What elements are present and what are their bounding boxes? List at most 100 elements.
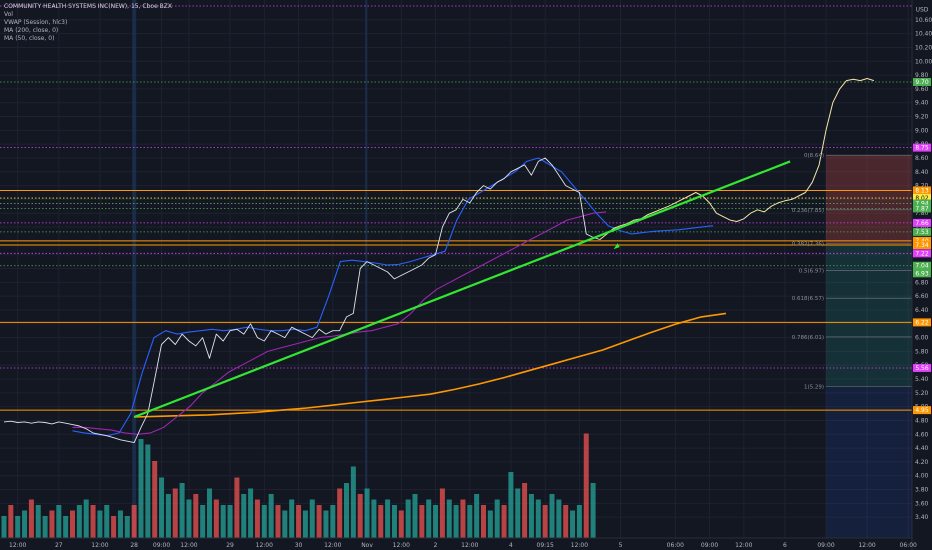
price-tags: USD9.708.758.138.027.947.877.667.537.407…: [913, 5, 931, 415]
volume-bar: [487, 510, 493, 538]
volume-bar: [357, 494, 363, 538]
volume-bar: [22, 510, 28, 538]
x-tick-label: 09:00: [153, 542, 170, 549]
volume-bar: [426, 499, 432, 538]
x-tick-label: Nov: [361, 542, 373, 549]
legend-ma50[interactable]: MA (50, close, 0): [4, 35, 54, 42]
price-tag-label: 8.02: [915, 195, 929, 202]
volume-bar: [186, 499, 192, 538]
fib-label: 1(5.29): [804, 385, 824, 391]
x-tick-label: 06:00: [900, 542, 917, 549]
x-tick-label: 09:00: [701, 542, 718, 549]
time-axis[interactable]: 12:00 27 12:00 28 09:00 12:00 29 12:00 30 12:00 No…: [0, 537, 917, 549]
price-tag-label: 7.94: [915, 201, 929, 208]
volume-bar: [179, 483, 185, 538]
price-tag-bg: [913, 218, 931, 227]
volume-bar: [481, 505, 486, 538]
volume-bar: [302, 510, 308, 538]
volume-bar: [371, 499, 377, 538]
x-tick-label: 09:15: [537, 542, 554, 549]
price-tag-label: 7.34: [915, 242, 929, 249]
volume-bar: [412, 494, 418, 538]
volume-bar: [344, 483, 349, 538]
fib-zone-red: [826, 155, 912, 244]
volume-bar: [275, 505, 281, 538]
volume-bar: [159, 477, 165, 538]
fib-label: 0.5(6.97): [799, 269, 824, 275]
y-tick-label: 9.20: [915, 114, 929, 121]
volume-bar: [508, 472, 514, 538]
x-tick-label: 12:00: [858, 542, 875, 549]
volume-bar: [576, 505, 582, 538]
price-tag-bg: [913, 199, 931, 208]
y-tick-label: 7.60: [915, 224, 929, 231]
volume-bar: [220, 505, 226, 538]
price-tag-bg: [913, 186, 931, 195]
volume-bar: [590, 483, 596, 538]
price-tag-label: 9.70: [915, 79, 929, 86]
fib-zone: [826, 155, 912, 538]
x-tick-label: 28: [130, 542, 138, 549]
projection-layer: [599, 78, 875, 240]
volume-bar: [323, 510, 329, 538]
volume-bar: [248, 488, 254, 538]
symbol-title[interactable]: COMMUNITY HEALTH SYSTEMS INC(NEW), 15, C…: [4, 3, 172, 10]
legend-ma200[interactable]: MA (200, close, 0): [4, 27, 58, 34]
legend-vol[interactable]: Vol: [4, 11, 13, 18]
volume-bar: [42, 516, 48, 538]
y-tick-label: 10.00: [915, 58, 932, 65]
volume-bar: [296, 505, 302, 538]
y-tick-label: 5.20: [915, 390, 929, 397]
volume-bar: [28, 499, 34, 538]
trendline: [133, 160, 791, 419]
fib-label: 0.382(7.36): [792, 242, 824, 248]
volume-bar: [49, 510, 55, 538]
volume-bar: [460, 499, 466, 538]
volume-bar: [90, 505, 96, 538]
volume-bar: [145, 444, 151, 538]
x-tick-label: 12:00: [393, 542, 410, 549]
price-tag-label: 8.75: [915, 145, 929, 152]
y-tick-label: 8.40: [915, 169, 929, 176]
volume-bar: [35, 505, 41, 538]
price-line: [3, 157, 601, 444]
x-tick-label: 2: [434, 542, 438, 549]
vwap-layer: [72, 157, 714, 437]
volume-bar: [405, 499, 411, 538]
ma200-layer: [134, 312, 727, 418]
volume-bar: [419, 505, 425, 538]
horizontal-levels: [0, 5, 912, 411]
grid: [0, 0, 912, 538]
volume-bar: [234, 477, 240, 538]
volume-bar: [542, 505, 548, 538]
y-tick-label: 9.40: [915, 100, 929, 107]
x-tick-label: 06:00: [667, 542, 684, 549]
y-tick-label: 9.00: [915, 127, 929, 134]
session-column: [132, 0, 137, 538]
volume-bar: [193, 494, 199, 538]
volume-bar: [104, 505, 110, 538]
price-tag-bg: [913, 204, 931, 213]
ma200-line: [134, 312, 727, 418]
legend-vwap[interactable]: VWAP (Session, hlc3): [4, 19, 67, 26]
volume-bar: [385, 499, 391, 538]
volume-bar: [522, 483, 528, 538]
x-tick-label: 12:00: [571, 542, 588, 549]
volume-bar: [124, 516, 130, 538]
y-tick-label: 3.40: [915, 514, 929, 521]
y-tick-label: 6.40: [915, 307, 929, 314]
volume-bar: [337, 488, 343, 538]
y-tick-label: 4.20: [915, 459, 929, 466]
price-tag-bg: [913, 406, 931, 415]
volume-bar: [131, 505, 137, 538]
projection-line: [599, 78, 875, 240]
price-tag-label: 7.66: [915, 220, 929, 227]
volume-bar: [15, 516, 21, 538]
y-tick-label: 5.80: [915, 348, 929, 355]
volume-bar: [330, 505, 336, 538]
volume-bar: [528, 494, 534, 538]
x-tick-label: 12:00: [180, 542, 197, 549]
x-tick-label: 27: [55, 542, 63, 549]
